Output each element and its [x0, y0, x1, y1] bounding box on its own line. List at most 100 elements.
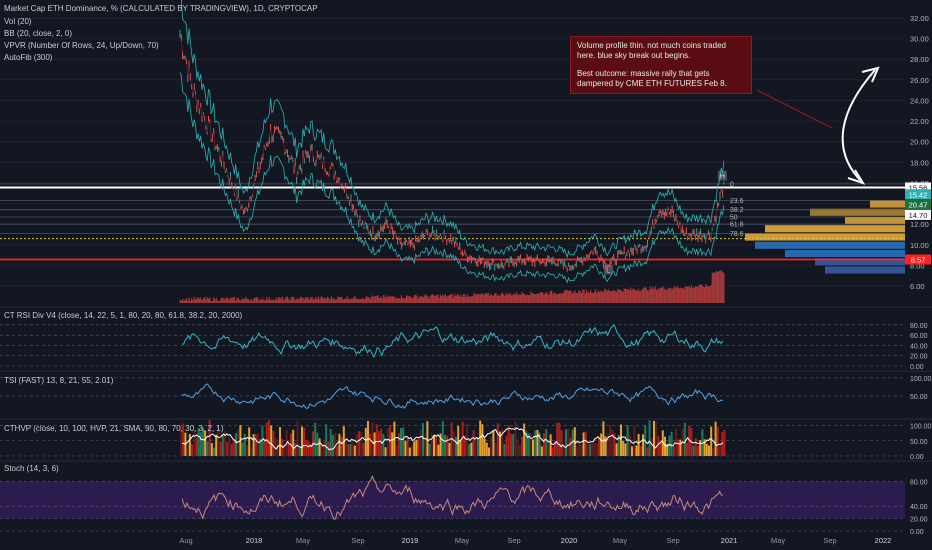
cthvp-bar	[430, 432, 433, 456]
volume-bar	[334, 299, 336, 303]
cthvp-bar	[569, 438, 572, 456]
cthvp-bar	[620, 424, 622, 456]
volume-bar	[393, 296, 395, 303]
volume-bar	[301, 297, 303, 303]
volume-bar	[633, 289, 636, 303]
volume-bar	[241, 298, 243, 303]
volume-bar	[437, 294, 439, 303]
cthvp-bar	[624, 443, 627, 456]
cthvp-bar	[602, 421, 605, 456]
volume-bar	[666, 289, 668, 303]
cthvp-bar	[615, 443, 618, 456]
volume-bar	[474, 294, 476, 303]
cthvp-bar	[261, 425, 264, 456]
volume-bar	[232, 297, 234, 303]
annotation-line-1: Volume profile thin. not much coins trad…	[577, 41, 726, 60]
y-tick-label: 12.00	[910, 220, 929, 229]
volume-bar	[557, 293, 559, 303]
cthvp-bar	[532, 439, 534, 456]
volume-bar	[314, 298, 316, 303]
x-tick-label: Sep	[666, 536, 679, 545]
volume-bar	[701, 284, 703, 303]
cthvp-bar	[587, 443, 589, 456]
volume-bar	[219, 300, 221, 303]
cthvp-bar	[483, 438, 486, 456]
volume-bar	[428, 297, 430, 303]
volume-bar	[675, 287, 677, 303]
volume-bar	[722, 272, 724, 303]
volume-bar	[345, 298, 347, 303]
projection-arrowhead	[861, 66, 880, 83]
volume-bar	[709, 286, 711, 303]
cthvp-bar	[268, 420, 270, 456]
volume-bar	[277, 297, 280, 303]
volume-profile	[745, 200, 905, 274]
volume-bar	[565, 290, 567, 303]
volume-bar	[188, 297, 190, 303]
volume-bar	[488, 295, 491, 303]
volume-bar	[609, 291, 611, 303]
volume-bar	[420, 296, 422, 303]
volume-bar	[242, 298, 245, 303]
price-label: 14.70	[909, 211, 928, 220]
cthvp-bar	[485, 442, 488, 456]
volume-bar	[302, 297, 304, 303]
volume-bar	[698, 284, 700, 303]
volume-bar	[507, 294, 509, 303]
volume-bar	[409, 296, 412, 303]
cthvp-bar	[303, 427, 306, 456]
volume-bar	[431, 294, 434, 303]
x-tick-label: Aug	[179, 536, 192, 545]
volume-bar	[355, 298, 357, 303]
volume-bar	[350, 298, 352, 303]
volume-bar	[365, 295, 368, 303]
cthvp-bar	[402, 427, 405, 456]
cthvp-bar	[444, 435, 446, 456]
cthvp-bar	[631, 446, 633, 456]
cthvp-bar	[584, 431, 587, 456]
volume-bar	[628, 290, 630, 303]
cthvp-bar	[670, 431, 673, 456]
volume-bar	[584, 293, 586, 303]
volume-bar	[605, 289, 607, 303]
volume-bar	[570, 290, 572, 303]
cthvp-bar	[635, 445, 638, 456]
volume-bar	[369, 298, 371, 303]
indicator-panes	[0, 306, 932, 532]
volume-bar	[679, 288, 681, 303]
volume-bar	[486, 293, 488, 303]
volume-bar	[630, 287, 632, 303]
volume-bar	[440, 296, 443, 303]
volume-bar	[193, 297, 195, 303]
volume-bar	[692, 288, 694, 303]
volume-bar	[615, 291, 618, 303]
volume-bar	[501, 292, 504, 303]
volume-bar	[517, 294, 519, 303]
cthvp-bar	[580, 444, 583, 456]
legend-rsi: CT RSI Div V4 (close, 14, 22, 5, 1, 80, …	[4, 311, 243, 320]
volume-bar	[324, 297, 326, 303]
cthvp-bar	[653, 420, 655, 456]
cthvp-bar	[259, 438, 262, 456]
cthvp-bar	[529, 432, 532, 456]
volume-bar	[571, 293, 573, 303]
cthvp-bar	[714, 421, 717, 456]
volume-bar	[279, 297, 281, 303]
volume-bar	[443, 295, 445, 303]
cthvp-bar	[600, 433, 603, 456]
cthvp-bar	[705, 443, 708, 456]
volume-bar	[394, 296, 396, 303]
cthvp-bar	[701, 429, 704, 456]
volume-bar	[200, 297, 202, 303]
cthvp-bar	[589, 444, 592, 456]
cthvp-bar	[637, 433, 640, 456]
volume-bar	[519, 294, 522, 303]
cthvp-bar	[518, 444, 521, 456]
volume-bar	[373, 296, 375, 303]
price-label-box	[905, 254, 931, 265]
volume-bar	[657, 288, 659, 303]
volume-bar	[542, 292, 544, 303]
volume-bar	[478, 294, 480, 303]
price-label: 8.57	[911, 256, 926, 265]
